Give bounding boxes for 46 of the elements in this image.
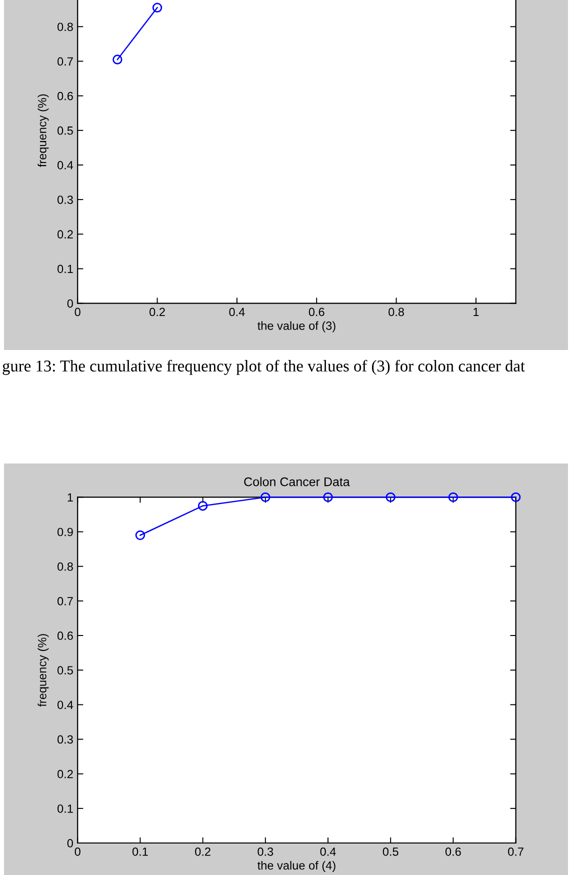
point <box>198 500 208 511</box>
y-axis-title: frequency (%) <box>38 94 49 167</box>
point <box>135 530 146 540</box>
x-tick-label: 0 <box>74 308 80 316</box>
y-tick-label: 0.5 <box>57 126 73 135</box>
point <box>323 492 333 502</box>
point <box>448 492 458 502</box>
y-tick-label: 0 <box>67 299 73 308</box>
text: gure 13: The cumulative frequency plot of the values of (3) for colon cancer dat <box>2 360 525 375</box>
y-tick-label: 0.6 <box>57 92 73 100</box>
x-tick-label: 0.6 <box>308 308 324 316</box>
point <box>260 492 270 502</box>
y-tick-label: 0.1 <box>57 804 73 813</box>
y-tick-label: 0.7 <box>57 57 73 66</box>
x-tick-label: 0.1 <box>132 847 148 856</box>
y-axis-title: frequency (%) <box>38 634 49 707</box>
x-tick-label: 0 <box>74 847 80 856</box>
x-tick-label: 0.6 <box>445 847 461 856</box>
y-tick-label: 0.4 <box>57 700 74 710</box>
x-tick-label: 0.4 <box>229 308 245 316</box>
x-tick-label: 0.2 <box>195 847 210 856</box>
y-tick-label: 1 <box>68 493 73 502</box>
x-tick-label: 1 <box>474 308 479 316</box>
x-tick-label: 0.5 <box>382 847 398 856</box>
x-tick-label: 0.4 <box>320 847 336 856</box>
x-tick-label: 0.7 <box>508 847 524 856</box>
y-tick-label: 0.6 <box>57 632 73 640</box>
y-tick-label: 0.3 <box>57 196 73 204</box>
y-tick-label: 0.4 <box>57 161 74 170</box>
y-tick-label: 0.9 <box>57 528 73 536</box>
y-tick-label: 0.8 <box>57 22 73 32</box>
y-tick-label: 0.2 <box>57 770 73 778</box>
x-axis-title: the value of (3) <box>258 321 336 332</box>
y-tick-label: 0 <box>67 839 73 848</box>
x-tick-label: 0.2 <box>150 308 165 316</box>
chart-title: Colon Cancer Data <box>244 477 350 486</box>
y-tick-label: 0.3 <box>57 735 73 744</box>
y-tick-label: 0.1 <box>57 264 73 274</box>
point <box>386 492 396 502</box>
y-tick-label: 0.2 <box>57 230 73 239</box>
y-tick-label: 0.8 <box>57 562 73 571</box>
y-tick-label: 0.5 <box>57 666 73 674</box>
x-axis-title: the value of (4) <box>258 860 336 872</box>
y-tick-label: 0.7 <box>57 596 73 606</box>
x-tick-label: 0.3 <box>258 847 274 856</box>
x-tick-label: 0.8 <box>388 308 404 316</box>
